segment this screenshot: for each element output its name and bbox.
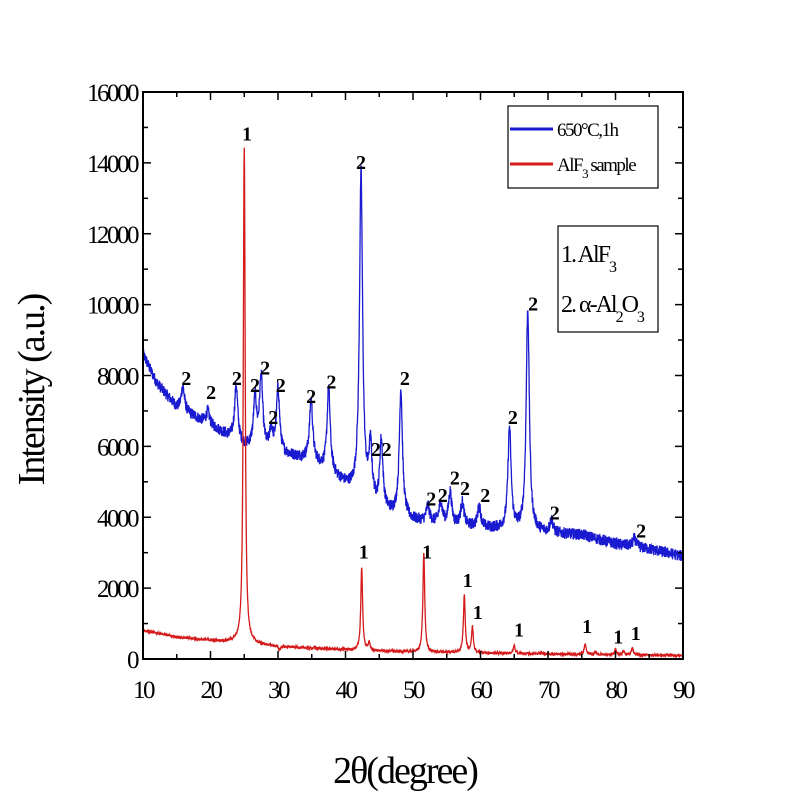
- peak-label: 2: [232, 368, 242, 390]
- peak-label: 2: [250, 375, 260, 397]
- y-tick-label: 12000: [87, 222, 139, 249]
- peak-label: 2: [460, 478, 470, 500]
- x-tick-label: 70: [538, 677, 560, 704]
- peak-label: 2: [371, 439, 381, 461]
- series-layer: [142, 147, 684, 659]
- peak-label: 2: [528, 294, 538, 316]
- x-tick-label: 90: [673, 677, 695, 704]
- peak-label: 1: [631, 623, 641, 645]
- peak-label: 2: [636, 520, 646, 542]
- x-tick-label: 40: [336, 677, 358, 704]
- peak-label: 2: [426, 489, 436, 511]
- x-tick-label: 10: [133, 677, 155, 704]
- peak-label: 2: [508, 407, 518, 429]
- legend-box: [507, 105, 659, 189]
- x-axis-label: 2θ(degree): [333, 750, 477, 792]
- series-line-650c-1h: [142, 165, 684, 561]
- peak-label: 1: [613, 627, 623, 649]
- phase-key-box: [557, 225, 659, 333]
- peak-label: 1: [242, 124, 252, 146]
- peak-label: 2: [268, 407, 278, 429]
- y-tick-label: 14000: [87, 151, 139, 178]
- peak-label: 1: [359, 542, 369, 564]
- y-tick-label: 2000: [97, 576, 139, 603]
- y-axis-label: Intensity (a.u.): [11, 294, 53, 485]
- x-tick-label: 30: [268, 677, 290, 704]
- x-tick-label: 50: [403, 677, 425, 704]
- peak-label: 2: [326, 372, 336, 394]
- x-tick-label: 80: [606, 677, 628, 704]
- peak-label: 1: [514, 620, 524, 642]
- peak-label: 2: [400, 368, 410, 390]
- y-tick-label: 10000: [87, 293, 139, 320]
- peak-label: 1: [582, 616, 592, 638]
- y-tick-label: 4000: [97, 505, 139, 532]
- x-tick-label: 20: [201, 677, 223, 704]
- series-line-alf3-sample: [142, 147, 684, 659]
- y-tick-label: 6000: [97, 434, 139, 461]
- peak-label: 1: [422, 542, 432, 564]
- x-tick-label: 60: [471, 677, 493, 704]
- peak-label: 1: [473, 602, 483, 624]
- peak-label: 2: [206, 382, 216, 404]
- peak-label: 2: [306, 386, 316, 408]
- peak-label: 2: [382, 439, 392, 461]
- peak-label: 2: [356, 152, 366, 174]
- phase-key-1: 1. AlF3: [561, 242, 617, 276]
- peak-label: 2: [181, 368, 191, 390]
- y-tick-label: 8000: [97, 364, 139, 391]
- peak-label: 1: [463, 570, 473, 592]
- legend-label-1: 650°C,1h: [557, 120, 620, 141]
- peak-label: 2: [550, 503, 560, 525]
- peak-label: 2: [438, 485, 448, 507]
- legend-label-2: AlF3 sample: [557, 155, 636, 181]
- y-tick-label: 0: [127, 647, 139, 674]
- y-tick-label: 16000: [87, 80, 139, 107]
- phase-key: 1. AlF3 2. α-Al2O3: [557, 225, 659, 333]
- legend: 650°C,1h AlF3 sample: [507, 105, 659, 189]
- phase-key-2: 2. α-Al2O3: [561, 292, 645, 326]
- peak-label: 2: [276, 375, 286, 397]
- peak-label: 2: [480, 485, 490, 507]
- peak-label: 2: [450, 467, 460, 489]
- peak-label: 2: [260, 357, 270, 379]
